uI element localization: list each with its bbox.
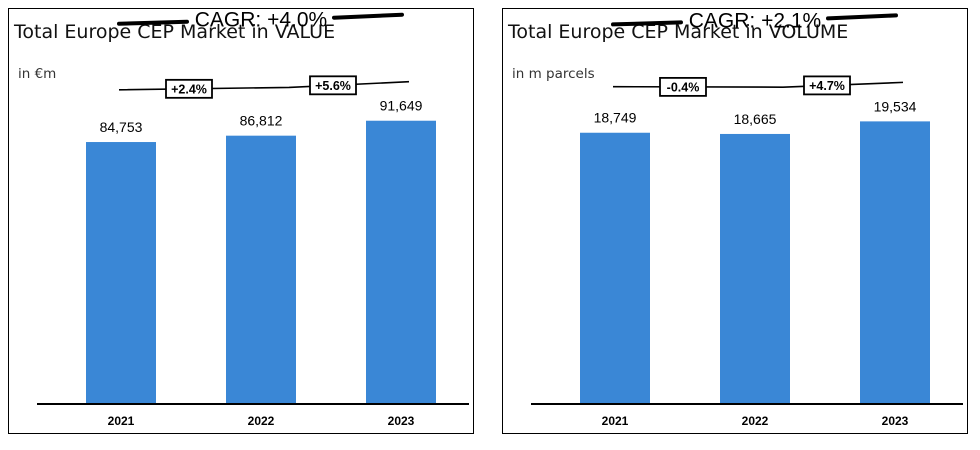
growth-label: +4.7%: [809, 79, 845, 93]
value-label: 84,753: [100, 119, 143, 135]
value-label: 18,749: [594, 110, 637, 126]
value-label: 91,649: [380, 98, 423, 114]
chart-subtitle: in m parcels: [512, 66, 595, 82]
chart-title: Total Europe CEP Market in VALUE: [14, 21, 336, 43]
growth-line: [612, 81, 904, 88]
growth-line: [118, 80, 410, 91]
bar-2022: [226, 135, 296, 404]
cagr-label: CAGR: +2.1%: [689, 9, 821, 32]
value-label: 86,812: [240, 113, 283, 129]
bar-2023: [860, 121, 930, 404]
x-tick-label: 2022: [742, 414, 769, 428]
value-chart-panel: Total Europe CEP Market in VALUE in €m 8…: [8, 8, 474, 434]
x-tick-label: 2023: [882, 414, 909, 428]
growth-label-box: [803, 75, 851, 96]
x-tick-label: 2023: [388, 414, 415, 428]
growth-label: -0.4%: [667, 80, 700, 94]
x-tick-label: 2021: [602, 414, 629, 428]
growth-label-box: [659, 76, 707, 97]
bar-2021: [580, 132, 650, 405]
growth-label-box: [309, 75, 357, 96]
growth-label: +5.6%: [315, 79, 351, 93]
cagr-line-left: [611, 20, 683, 27]
value-label: 19,534: [874, 98, 917, 114]
cagr-label: CAGR: +4.0%: [195, 9, 327, 32]
cagr-line-left: [117, 19, 189, 26]
cagr-line-right: [332, 12, 404, 20]
chart-title: Total Europe CEP Market in VOLUME: [508, 21, 849, 43]
chart-subtitle: in €m: [18, 66, 57, 82]
growth-label-box: [165, 78, 213, 99]
volume-chart-panel: Total Europe CEP Market in VOLUME in m p…: [502, 8, 968, 434]
bar-2022: [720, 133, 790, 404]
cagr-line-right: [826, 13, 898, 21]
growth-label: +2.4%: [171, 82, 207, 96]
bar-2023: [366, 120, 436, 404]
value-label: 18,665: [734, 111, 777, 127]
volume-bar-chart: 18,749 2021 18,665 2022 19,534 2023 -0.4% +4.7%…: [531, 9, 963, 428]
x-tick-label: 2022: [248, 414, 275, 428]
x-tick-label: 2021: [108, 414, 135, 428]
bar-2021: [86, 142, 156, 404]
value-bar-chart: 84,753 2021 86,812 2022 91,649 2023 +2.4% +5.6%…: [37, 9, 469, 428]
